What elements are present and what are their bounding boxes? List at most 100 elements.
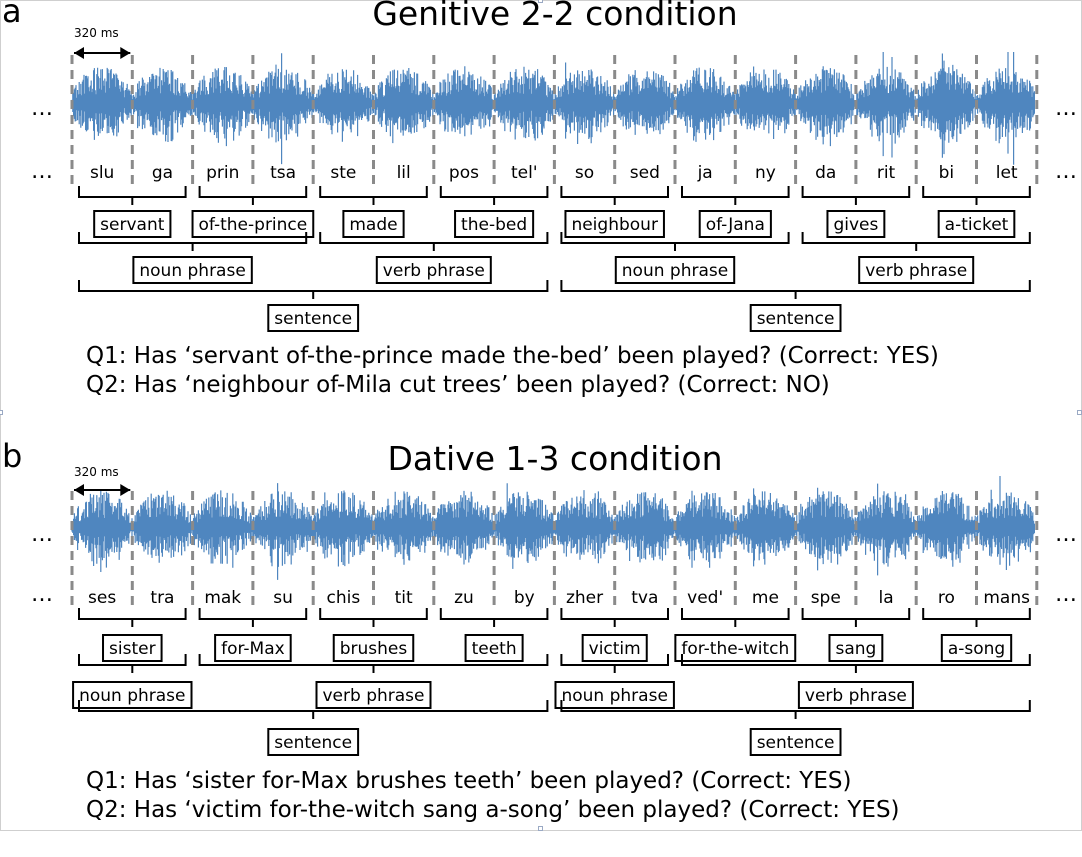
word-label-box — [214, 634, 292, 662]
syllable-label: mans — [983, 588, 1030, 608]
word-label-box — [564, 210, 665, 238]
duration-arrow-head-right — [120, 484, 131, 496]
duration-label: 320 ms — [74, 26, 119, 40]
syllable-label: zher — [566, 588, 603, 608]
panel-b: b Dative 1-3 condition 320 ms … … … … ses tra m… — [0, 437, 1082, 857]
syllable-label: rit — [877, 163, 896, 183]
question-list: Q1: Has ‘servant of-the-prince made the-… — [86, 342, 939, 400]
word-label-text: sang — [835, 639, 876, 659]
word-label: brushes — [332, 634, 415, 662]
sentence-bracket — [78, 700, 549, 719]
phrase-label-text: verb phrase — [323, 686, 425, 706]
phrase-label-text: noun phrase — [561, 686, 667, 706]
word-label-text: victim — [589, 639, 641, 659]
phrase-bracket — [78, 232, 308, 251]
sentence-label: sentence — [267, 728, 360, 756]
word-label: sister — [102, 634, 163, 662]
syllable-label: mak — [204, 588, 241, 608]
word-label: for-Max — [214, 634, 292, 662]
word-label-box — [674, 634, 797, 662]
word-label: servant — [93, 210, 172, 238]
sentence-label-box — [749, 304, 842, 332]
resize-handle-left[interactable] — [0, 410, 3, 415]
word-bracket — [319, 186, 428, 205]
sentence-label: sentence — [749, 304, 842, 332]
phrase-bracket — [560, 232, 790, 251]
phrase-label-box — [614, 256, 736, 284]
phrase-label-text: noun phrase — [79, 686, 185, 706]
duration-arrow-head-right — [120, 47, 131, 59]
word-label: sang — [828, 634, 884, 662]
syllable-label: tva — [631, 588, 658, 608]
continuation-ellipsis: … — [1055, 582, 1077, 607]
question-2: Q2: Has ‘neighbour of-Mila cut trees’ be… — [86, 372, 830, 398]
syllable-label: ses — [88, 588, 116, 608]
word-label-box — [332, 634, 415, 662]
syllable-label: chis — [326, 588, 360, 608]
word-label-box — [937, 210, 1016, 238]
phrase-bracket — [801, 232, 1031, 251]
phrase-label: verb phrase — [797, 681, 914, 709]
phrase-bracket — [78, 654, 187, 673]
word-label-box — [940, 634, 1013, 662]
continuation-ellipsis: … — [31, 522, 53, 547]
phrase-label-text: noun phrase — [622, 261, 728, 281]
word-label: teeth — [464, 634, 524, 662]
phrase-label-text: verb phrase — [383, 261, 485, 281]
syllable-label: slu — [90, 163, 114, 183]
word-bracket — [439, 186, 549, 205]
phrase-label-box — [375, 256, 492, 284]
continuation-ellipsis: … — [31, 582, 53, 607]
word-label: of-Jana — [698, 210, 772, 238]
phrase-label-box — [315, 681, 432, 709]
continuation-ellipsis: … — [31, 96, 53, 121]
syllable-label: tel' — [511, 163, 538, 183]
word-label-text: brushes — [340, 639, 408, 659]
resize-handle-top[interactable] — [538, 0, 543, 3]
phrase-bracket — [198, 654, 549, 673]
word-label-box — [464, 634, 524, 662]
phrase-label-box — [858, 256, 975, 284]
word-label: of-the-prince — [191, 210, 315, 238]
phrase-bracket — [319, 232, 549, 251]
phrase-label-text: verb phrase — [865, 261, 967, 281]
syllable-label: ny — [755, 163, 776, 183]
word-bracket — [560, 608, 669, 627]
phrase-label-box — [554, 681, 675, 709]
syllable-label: lil — [397, 163, 411, 183]
word-label-text: a-ticket — [945, 215, 1009, 235]
syllable-label: so — [575, 163, 594, 183]
panel-letter: b — [2, 437, 23, 475]
word-label: the-bed — [454, 210, 535, 238]
question-1: Q1: Has ‘servant of-the-prince made the-… — [86, 343, 939, 369]
speech-structure-diagram: 320 ms … … … … slu ga prin tsa ste lil pos tel' so sed… — [31, 26, 1077, 332]
sentence-label-text: sentence — [274, 733, 352, 753]
phrase-label-text: noun phrase — [139, 261, 245, 281]
sentence-bracket — [78, 280, 549, 299]
syllable-label: da — [815, 163, 836, 183]
word-label-text: for-Max — [221, 639, 285, 659]
word-label-text: servant — [100, 215, 165, 235]
word-label-box — [191, 210, 315, 238]
phrase-label: verb phrase — [375, 256, 492, 284]
syllable-label: tra — [150, 588, 174, 608]
word-label-box — [828, 634, 884, 662]
word-label: for-the-witch — [674, 634, 797, 662]
phrase-bracket — [560, 654, 669, 673]
sentence-bracket — [560, 280, 1031, 299]
phrase-bracket — [681, 654, 1031, 673]
word-label-box — [93, 210, 172, 238]
question-2: Q2: Has ‘victim for-the-witch sang a-son… — [86, 797, 900, 823]
word-bracket — [78, 186, 187, 205]
continuation-ellipsis: … — [31, 159, 53, 184]
word-label-text: of-Jana — [706, 215, 765, 235]
sentence-label-text: sentence — [274, 309, 352, 329]
word-label-text: gives — [833, 215, 878, 235]
word-bracket — [801, 186, 911, 205]
word-label-text: for-the-witch — [681, 639, 789, 659]
word-bracket — [922, 186, 1031, 205]
syllable-label: tit — [395, 588, 413, 608]
phrase-label: verb phrase — [858, 256, 975, 284]
syllable-label: ved' — [687, 588, 723, 608]
sentence-label: sentence — [267, 304, 360, 332]
